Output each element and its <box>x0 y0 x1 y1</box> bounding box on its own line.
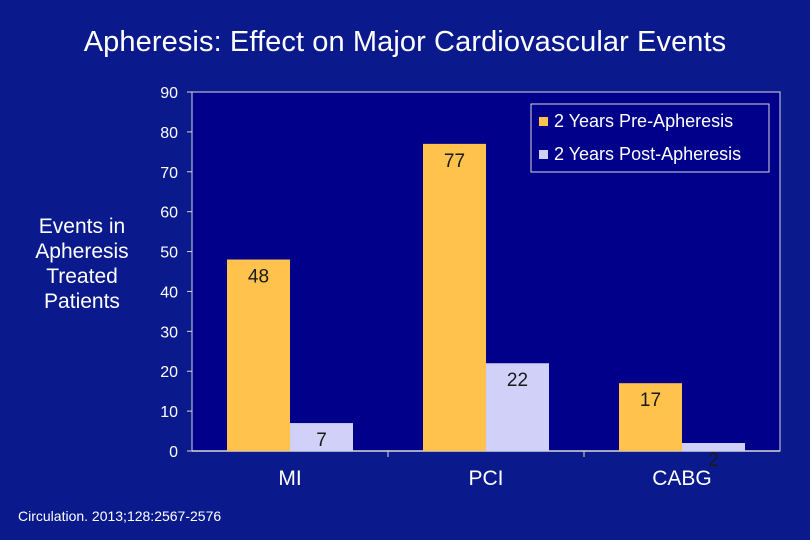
y-axis-label-line: Apheresis <box>35 240 129 263</box>
y-tick-label: 20 <box>160 364 178 381</box>
bar <box>227 259 290 451</box>
x-category-label: MI <box>278 467 301 490</box>
bar <box>290 423 353 451</box>
x-category-label: CABG <box>652 467 712 490</box>
y-axis-label-line: Treated <box>46 265 118 288</box>
slide-title: Apheresis: Effect on Major Cardiovascula… <box>83 26 727 58</box>
y-tick-label: 40 <box>160 284 178 301</box>
citation: Circulation. 2013;128:2567-2576 <box>18 508 222 524</box>
y-axis-label-line: Events in <box>38 215 126 238</box>
data-label: 48 <box>248 267 269 288</box>
y-tick-label: 90 <box>160 85 178 102</box>
legend-label: 2 Years Pre-Apheresis <box>554 111 733 131</box>
data-label: 77 <box>444 151 465 172</box>
x-category-label: PCI <box>468 467 503 490</box>
bar <box>486 363 549 451</box>
legend-label: 2 Years Post-Apheresis <box>554 144 741 164</box>
data-label: 17 <box>640 390 661 411</box>
data-label: 22 <box>507 370 528 391</box>
bar <box>619 383 682 451</box>
legend-box <box>530 103 770 173</box>
data-label: 7 <box>316 430 327 451</box>
legend-swatch <box>539 117 548 126</box>
y-tick-label: 60 <box>160 205 178 222</box>
y-tick-label: 80 <box>160 125 178 142</box>
y-tick-label: 30 <box>160 324 178 341</box>
bar <box>423 143 486 451</box>
bar <box>682 443 745 451</box>
legend-swatch <box>539 150 548 159</box>
y-axis-label: Events in Apheresis Treated Patients <box>20 214 144 314</box>
y-tick-label: 10 <box>160 404 178 421</box>
data-label: 2 <box>708 450 719 471</box>
y-tick-label: 0 <box>169 444 178 461</box>
y-tick-label: 70 <box>160 165 178 182</box>
y-tick-label: 50 <box>160 245 178 262</box>
y-axis-label-line: Patients <box>44 290 120 313</box>
